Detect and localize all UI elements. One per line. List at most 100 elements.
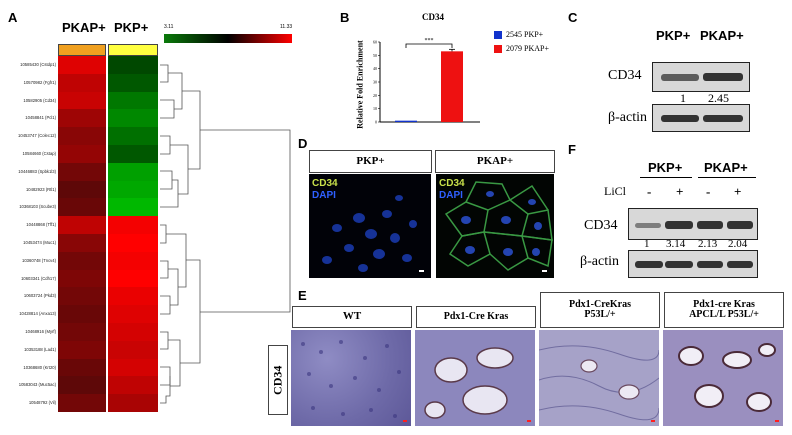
- gene-label: 10368103 (Scube3): [19, 204, 56, 210]
- heatmap-cell: [58, 73, 106, 93]
- panel-e-title-3: Pdx1-CreKras P53L/+: [540, 292, 660, 328]
- heatmap-cell: [58, 251, 106, 271]
- bar: [441, 51, 463, 122]
- chart-b-title: CD34: [422, 12, 444, 22]
- band: [661, 74, 699, 81]
- legend-label-pkap: 2079 PKAP+: [506, 44, 549, 53]
- heatmap-cell: [108, 376, 158, 395]
- heatmap-cell: [108, 394, 158, 413]
- heatmap-col1-bar: [58, 44, 106, 56]
- blot-c-actin: [652, 104, 750, 132]
- heatmap-cell: [108, 251, 158, 271]
- heatmap-color-scale: [164, 34, 292, 43]
- heatmap-cell: [108, 91, 158, 110]
- band: [697, 261, 723, 268]
- gene-label: 10360748 (Tncv4): [22, 257, 56, 263]
- panel-label-f: F: [568, 142, 576, 157]
- stain-label-cd34-2: CD34: [439, 178, 465, 189]
- band: [697, 221, 723, 229]
- legend-label-pkp: 2545 PKP+: [506, 30, 544, 39]
- band: [635, 261, 663, 268]
- ihc-image-kras-apc-p53: [663, 330, 783, 426]
- panel-d-right-title: PKAP+: [435, 150, 555, 173]
- chart-b: 0 10 20 30 40 50 60 ***: [373, 38, 480, 125]
- heatmap-cell: [108, 358, 158, 377]
- gene-label: 10570982 (Fgfr1): [23, 79, 56, 85]
- gene-label: 10603341 (Cdh17): [21, 275, 56, 281]
- panel-e-title-3-text: Pdx1-CreKras P53L/+: [568, 298, 632, 320]
- panel-e-title-4-text: Pdx1-cre Kras APCL/L P53L/+: [689, 298, 759, 320]
- gene-label: 10468916 (Myrf): [25, 329, 56, 334]
- blot-f-minus1: -: [647, 184, 652, 199]
- heatmap-cell: [108, 56, 158, 75]
- heatmap-cell: [108, 198, 158, 217]
- ihc-image-wt: [291, 330, 411, 426]
- panel-e-title-1: WT: [292, 306, 412, 328]
- heatmap-cell: [58, 127, 106, 146]
- heatmap-cell: [58, 216, 106, 235]
- panel-label-e: E: [298, 288, 307, 303]
- ihc-image-kras: [415, 330, 535, 426]
- chart-b-legend: 2545 PKP+ 2079 PKAP+: [494, 30, 549, 53]
- heatmap-dendrogram: [160, 64, 291, 404]
- legend-swatch-pkp: [494, 30, 502, 39]
- y-tick-label: 30: [373, 80, 377, 85]
- heatmap-cell: [58, 198, 106, 217]
- panel-e-title-2: Pdx1-Cre Kras: [416, 306, 536, 328]
- heatmap-cell: [58, 180, 106, 199]
- y-tick-label: 50: [373, 53, 377, 58]
- heatmap-cell: [58, 91, 106, 110]
- heatmap-cell: [58, 305, 106, 324]
- gene-label: 10446883 (Spbk1l3): [18, 168, 56, 174]
- y-tick-label: 0: [375, 120, 377, 125]
- blot-c-col1: PKP+: [656, 28, 691, 43]
- heatmap-cell: [108, 287, 158, 306]
- scale-min: 3.11: [164, 24, 174, 30]
- gene-label: 10585430 (Cstdp1): [20, 62, 56, 67]
- gene-label: 10428814 (Anxa13): [19, 311, 56, 317]
- heatmap-col2-bar: [108, 44, 158, 56]
- gene-label: 10583043 (Muc5ac): [18, 382, 56, 388]
- blot-f-q1: 1: [644, 238, 650, 250]
- heatmap-cell: [58, 376, 106, 395]
- significance-bracket: [405, 43, 453, 48]
- heatmap-col1-header: PKAP+: [62, 20, 106, 35]
- blot-f-minus2: -: [706, 184, 711, 199]
- blot-c-q1: 1: [680, 91, 686, 105]
- heatmap-cell: [58, 109, 106, 128]
- blot-f-plus2: +: [734, 184, 742, 199]
- gene-label: 10603724 (Pkd3): [23, 293, 56, 299]
- heatmap-cell: [58, 323, 106, 342]
- band: [703, 73, 743, 81]
- band: [635, 223, 661, 228]
- blot-f-col2: PKAP+: [704, 160, 748, 175]
- gene-label: 10582905 (Cd34): [23, 97, 56, 103]
- band: [727, 221, 753, 229]
- gene-label: 10353188 (Lad1): [24, 346, 56, 352]
- panel-e-title-4: Pdx1-cre Kras APCL/L P53L/+: [664, 292, 784, 328]
- heatmap-cell: [108, 109, 158, 128]
- blot-c-row2: β-actin: [608, 110, 647, 125]
- heatmap-cell: [108, 180, 158, 199]
- band: [665, 261, 693, 268]
- gene-label: 10458841 (Pcl1): [25, 115, 56, 121]
- bar: [395, 120, 417, 122]
- blot-f-q3: 2.13: [698, 238, 718, 250]
- heatmap-cell: [58, 358, 106, 377]
- blot-c-cd34: [652, 62, 750, 92]
- blot-c-col2: PKAP+: [700, 28, 744, 43]
- heatmap-cell: [58, 145, 106, 164]
- chart-b-ylabel: Relative Fold Enrichment: [355, 40, 365, 129]
- panel-label-d: D: [298, 136, 308, 151]
- blot-f-q2: 3.14: [666, 238, 686, 250]
- heatmap-col2-header: PKP+: [114, 20, 149, 35]
- band: [665, 221, 693, 229]
- blot-f-underline2: [698, 177, 756, 178]
- heatmap-cell: [58, 162, 106, 182]
- panel-d-left-title: PKP+: [309, 150, 432, 173]
- heatmap-cell: [108, 323, 158, 342]
- y-tick-label: 60: [373, 40, 377, 45]
- gene-label: 10448868 (Tff1): [26, 222, 56, 228]
- heatmap-cell: [108, 234, 158, 253]
- gene-label: 10453474 (Muc1): [23, 240, 56, 245]
